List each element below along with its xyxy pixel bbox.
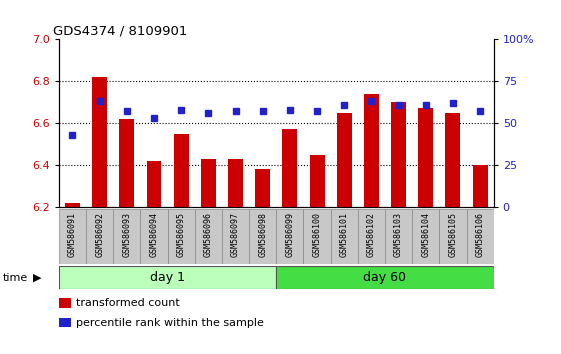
Bar <box>276 266 494 289</box>
Bar <box>358 209 385 264</box>
Text: GSM586092: GSM586092 <box>95 212 104 257</box>
Text: GSM586100: GSM586100 <box>312 212 321 257</box>
Text: time: time <box>3 273 28 283</box>
Bar <box>337 113 352 207</box>
Bar <box>92 77 107 207</box>
Bar <box>472 165 488 207</box>
Text: GSM586102: GSM586102 <box>367 212 376 257</box>
Bar <box>276 209 304 264</box>
Bar <box>282 129 297 207</box>
Bar <box>419 108 433 207</box>
Bar <box>385 209 412 264</box>
Text: GSM586105: GSM586105 <box>448 212 457 257</box>
Text: GSM586101: GSM586101 <box>340 212 349 257</box>
Bar <box>86 209 113 264</box>
Text: day 60: day 60 <box>364 270 407 284</box>
Text: percentile rank within the sample: percentile rank within the sample <box>76 318 264 328</box>
Bar <box>228 159 243 207</box>
Bar <box>59 266 276 289</box>
Text: GDS4374 / 8109901: GDS4374 / 8109901 <box>53 25 188 38</box>
Text: GSM586097: GSM586097 <box>231 212 240 257</box>
Text: GSM586096: GSM586096 <box>204 212 213 257</box>
Bar <box>59 209 86 264</box>
Bar <box>201 159 216 207</box>
Bar <box>364 93 379 207</box>
Bar <box>113 209 140 264</box>
Bar <box>249 209 276 264</box>
Bar <box>140 209 168 264</box>
Bar <box>195 209 222 264</box>
Text: day 1: day 1 <box>150 270 185 284</box>
Bar <box>146 161 162 207</box>
Bar <box>330 209 358 264</box>
Bar <box>467 209 494 264</box>
Bar <box>222 209 249 264</box>
Text: GSM586104: GSM586104 <box>421 212 430 257</box>
Bar <box>445 113 461 207</box>
Bar <box>255 169 270 207</box>
Text: GSM586093: GSM586093 <box>122 212 131 257</box>
Text: GSM586103: GSM586103 <box>394 212 403 257</box>
Bar <box>168 209 195 264</box>
Text: GSM586094: GSM586094 <box>150 212 159 257</box>
Text: GSM586099: GSM586099 <box>286 212 295 257</box>
Bar <box>174 133 188 207</box>
Text: GSM586095: GSM586095 <box>177 212 186 257</box>
Text: GSM586106: GSM586106 <box>476 212 485 257</box>
Text: transformed count: transformed count <box>76 298 180 308</box>
Bar <box>310 155 324 207</box>
Bar <box>439 209 467 264</box>
Bar <box>304 209 330 264</box>
Bar <box>119 119 134 207</box>
Text: ▶: ▶ <box>33 273 41 283</box>
Bar <box>412 209 439 264</box>
Text: GSM586098: GSM586098 <box>258 212 267 257</box>
Text: GSM586091: GSM586091 <box>68 212 77 257</box>
Bar <box>391 102 406 207</box>
Bar <box>65 203 80 207</box>
